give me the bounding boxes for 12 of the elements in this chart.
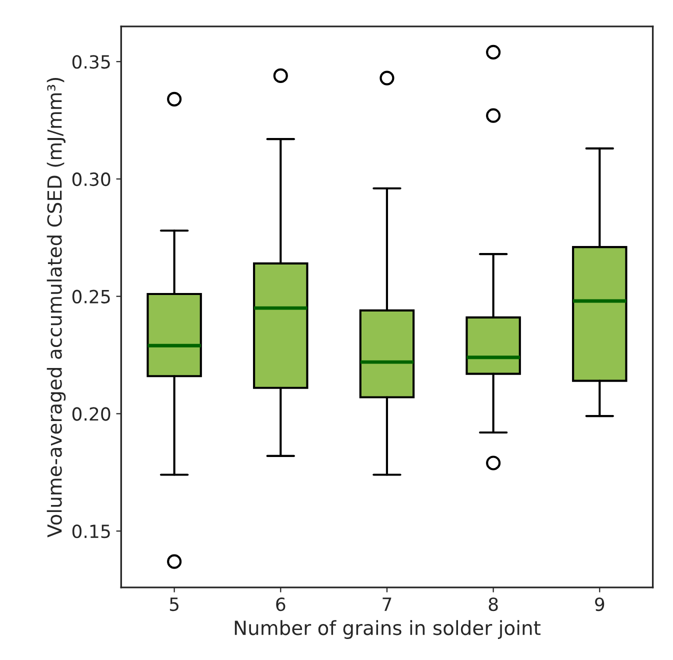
- x-axis-title: Number of grains in solder joint: [234, 620, 540, 639]
- x-tick-label: 6: [276, 597, 286, 612]
- x-tick-label: 5: [170, 598, 178, 612]
- y-tick-label: 0.20: [72, 407, 110, 421]
- x-tick-label: 8: [488, 597, 498, 612]
- y-tick-label: 0.25: [72, 290, 110, 304]
- y-axis-title: Volume-averaged accumulated CSED (mJ/mm³): [46, 78, 66, 538]
- x-tick-label: 9: [595, 597, 604, 612]
- y-tick-label: 0.35: [72, 55, 110, 69]
- y-tick-label: 0.15: [72, 524, 110, 538]
- y-tick-label: 0.30: [72, 172, 110, 186]
- x-tick-label: 7: [382, 598, 392, 611]
